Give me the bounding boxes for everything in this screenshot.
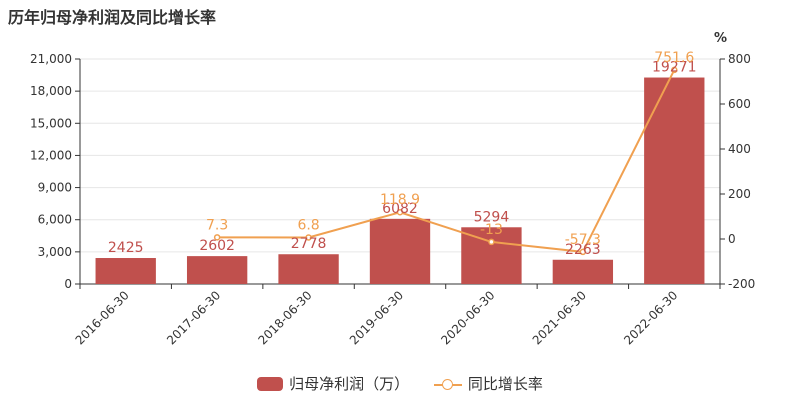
line-point (396, 208, 404, 216)
x-tick-label: 2018-06-30 (255, 288, 314, 347)
x-tick-label: 2016-06-30 (73, 288, 132, 347)
y-left-tick-label: 0 (64, 277, 72, 291)
line-point (579, 248, 587, 256)
x-tick-label: 2017-06-30 (164, 288, 223, 347)
bar-value-label: 2425 (108, 240, 144, 256)
legend-label-growth-rate: 同比增长率 (467, 375, 543, 393)
line-value-label: 118.9 (380, 192, 420, 208)
y-left-tick-label: 18,000 (30, 84, 72, 98)
line-point (671, 66, 678, 74)
x-tick-label: 2020-06-30 (438, 288, 497, 347)
growth-rate-line (217, 69, 676, 253)
x-tick-label: 2022-06-30 (621, 288, 680, 347)
bar-series (95, 77, 705, 285)
bar (644, 77, 705, 285)
y-right-tick-label: -200 (728, 277, 755, 291)
line-point (305, 234, 312, 241)
line-value-label: 751.6 (654, 50, 694, 66)
line-point (488, 238, 495, 246)
legend-item-growth-rate[interactable]: 同比增长率 (433, 373, 543, 394)
bar-value-label: 19271 (652, 60, 697, 76)
legend-label-net-profit: 归母净利润（万） (289, 375, 410, 393)
legend-item-net-profit[interactable]: 归母净利润（万） (257, 373, 409, 394)
chart-title: 历年归母净利润及同比增长率 (8, 8, 217, 27)
legend-bar-swatch (257, 376, 284, 391)
data-labels: 2425 2602 2778 6082 5294 2263 19271 7.3 6.8 118.9… (108, 50, 697, 258)
y-left-tick-label: 21,000 (30, 52, 72, 66)
bar (369, 218, 431, 284)
y-left-tick-label: 9,000 (38, 181, 72, 195)
line-point (213, 234, 221, 241)
bar (186, 256, 248, 284)
bar (552, 259, 614, 284)
line-value-label: -57.3 (565, 232, 601, 248)
y-right-tick-label: 200 (728, 187, 751, 201)
y-right-tick-label: 800 (728, 52, 751, 66)
bar (461, 227, 522, 284)
line-value-label: -13 (480, 222, 503, 238)
bar-value-label: 6082 (382, 201, 418, 217)
bar-value-label: 2602 (199, 238, 235, 254)
line-series (213, 66, 678, 256)
y-left-tick-label: 12,000 (30, 148, 72, 162)
y-left-tick-label: 3,000 (38, 245, 72, 259)
bar (95, 258, 156, 284)
y-left-tick-label: 6,000 (38, 213, 72, 227)
bar-value-label: 2263 (565, 242, 601, 258)
y-right-axis-label: % (714, 31, 727, 46)
bar-value-label: 5294 (474, 209, 510, 225)
y-left-tick-label: 15,000 (30, 116, 72, 130)
y-right-tick-label: 0 (728, 232, 736, 246)
legend: 归母净利润（万） 同比增长率 (0, 373, 800, 395)
bar-value-label: 2778 (291, 236, 327, 252)
legend-line-swatch (433, 377, 462, 391)
y-right-tick-label: 600 (728, 97, 751, 111)
y-right-tick-label: 400 (728, 142, 751, 156)
line-value-label: 6.8 (297, 217, 319, 233)
line-value-label: 7.3 (206, 217, 228, 233)
bar (278, 254, 339, 284)
x-tick-label: 2021-06-30 (530, 288, 589, 347)
x-tick-label: 2019-06-30 (347, 288, 406, 347)
